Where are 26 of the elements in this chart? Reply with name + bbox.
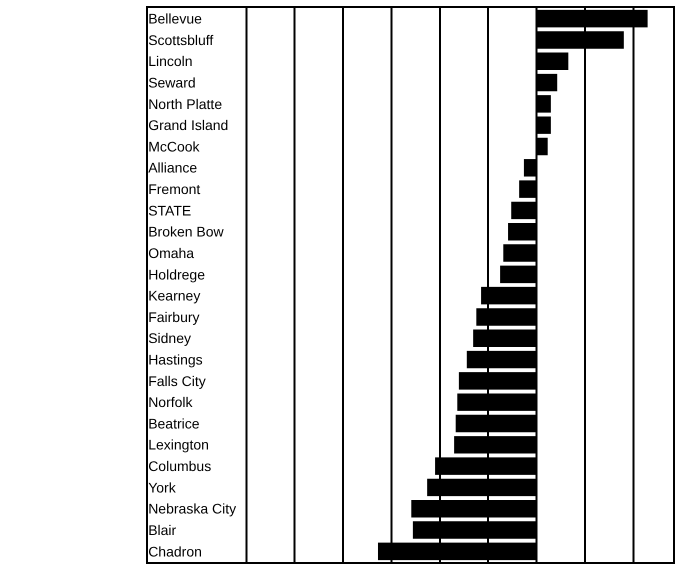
y-tick-label: Lincoln [148,53,193,70]
y-tick-label: Beatrice [148,415,200,432]
y-tick-label: Fremont [148,181,200,198]
y-tick-label: Sidney [148,330,192,346]
y-tick-label: Blair [148,522,177,538]
y-tick-label: Norfolk [148,394,194,410]
y-tick-label: Columbus [148,458,212,474]
y-tick-label: Lexington [148,436,209,453]
y-tick-label: Nebraska City [148,500,236,517]
y-tick-label: Falls City [148,372,206,389]
y-tick-label: York [148,479,177,496]
y-tick-label: Alliance [148,160,198,176]
y-tick-label: Broken Bow [148,224,225,240]
y-tick-label: Omaha [148,244,194,261]
y-tick-label: Bellevue [148,10,202,27]
y-tick-label: Fairbury [148,308,200,325]
y-tick-label: Grand Island [148,117,228,134]
y-tick-label: McCook [148,138,201,154]
y-tick-label: Seward [148,74,196,90]
y-tick-label: Kearney [148,288,200,304]
y-tick-label: North Platte [148,96,222,112]
y-tick-label: Scottsbluff [148,32,214,48]
y-tick-label: Hastings [148,351,203,368]
y-tick-label: Chadron [148,543,202,560]
y-tick-label: STATE [148,202,192,218]
y-tick-label: Holdrege [148,266,206,282]
